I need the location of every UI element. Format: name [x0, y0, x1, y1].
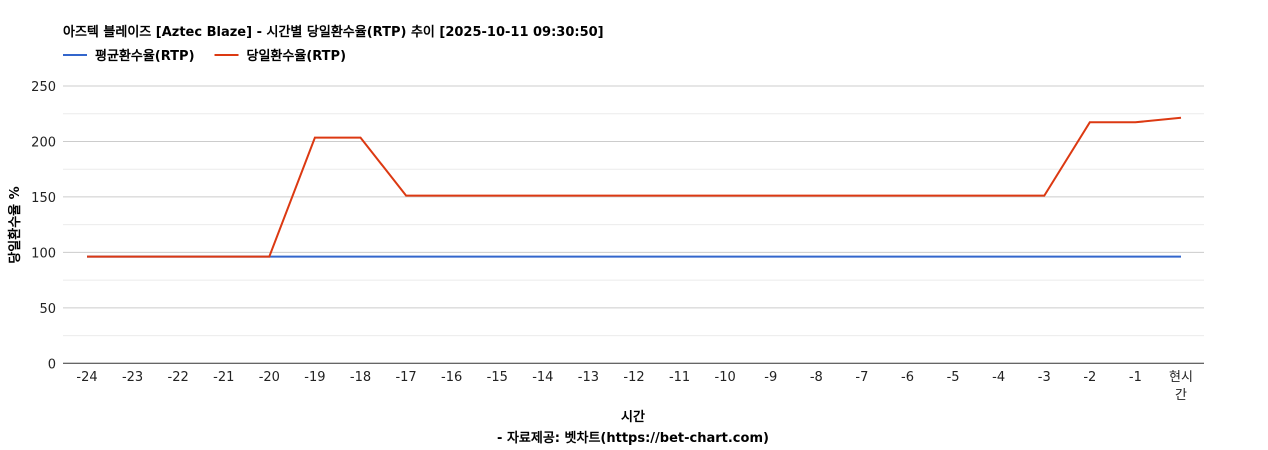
chart-title: 아즈텍 블레이즈 [Aztec Blaze] - 시간별 당일환수율(RTP) … — [63, 24, 604, 40]
x-tick-label: -18 — [350, 370, 371, 385]
x-tick-label: -24 — [76, 370, 97, 385]
y-tick-label: 250 — [31, 80, 56, 95]
x-tick-label: -12 — [623, 370, 644, 385]
x-tick-label: -16 — [441, 370, 462, 385]
legend-label: 당일환수율(RTP) — [247, 48, 347, 64]
x-tick-label: -3 — [1038, 370, 1051, 385]
x-tick-label: -2 — [1083, 370, 1096, 385]
x-tick-label: -11 — [669, 370, 690, 385]
x-tick-label: -23 — [122, 370, 143, 385]
legend: 평균환수율(RTP) 당일환수율(RTP) — [63, 48, 346, 64]
gridlines — [63, 85, 1204, 364]
y-axis-ticks: 0 50 100 150 200 250 — [31, 80, 56, 372]
series-line-daily-rtp — [87, 116, 1182, 258]
x-tick-label: 현시 간 — [1169, 370, 1193, 403]
x-tick-label: -19 — [304, 370, 325, 385]
x-tick-label: -7 — [855, 370, 868, 385]
x-axis-ticks: -24 -23 -22 -21 -20 -19 -18 -17 -16 -15 -14 -13 -12 -… — [76, 370, 1193, 403]
x-axis-label: 시간 — [621, 409, 645, 425]
legend-label: 평균환수율(RTP) — [95, 48, 195, 64]
x-tick-label: -8 — [810, 370, 823, 385]
y-tick-label: 100 — [31, 246, 56, 261]
x-tick-label: -20 — [259, 370, 280, 385]
x-tick-label: -1 — [1129, 370, 1142, 385]
x-tick-label: -15 — [487, 370, 508, 385]
y-tick-label: 200 — [31, 135, 56, 150]
x-tick-label: -9 — [764, 370, 777, 385]
x-tick-label: -6 — [901, 370, 914, 385]
x-tick-label: -22 — [168, 370, 189, 385]
y-tick-label: 50 — [39, 302, 56, 317]
x-tick-label: -5 — [947, 370, 960, 385]
series-lines — [87, 116, 1182, 258]
y-axis-label: 당일환수율 % — [7, 186, 23, 263]
y-tick-label: 0 — [48, 357, 56, 372]
x-tick-label: -17 — [395, 370, 416, 385]
data-source-credit: - 자료제공: 벳차트(https://bet-chart.com) — [497, 430, 769, 446]
x-tick-label: -10 — [715, 370, 736, 385]
x-tick-label: -4 — [992, 370, 1005, 385]
x-tick-label: -21 — [213, 370, 234, 385]
x-tick-label: -13 — [578, 370, 599, 385]
x-tick-label: -14 — [532, 370, 553, 385]
y-tick-label: 150 — [31, 191, 56, 206]
